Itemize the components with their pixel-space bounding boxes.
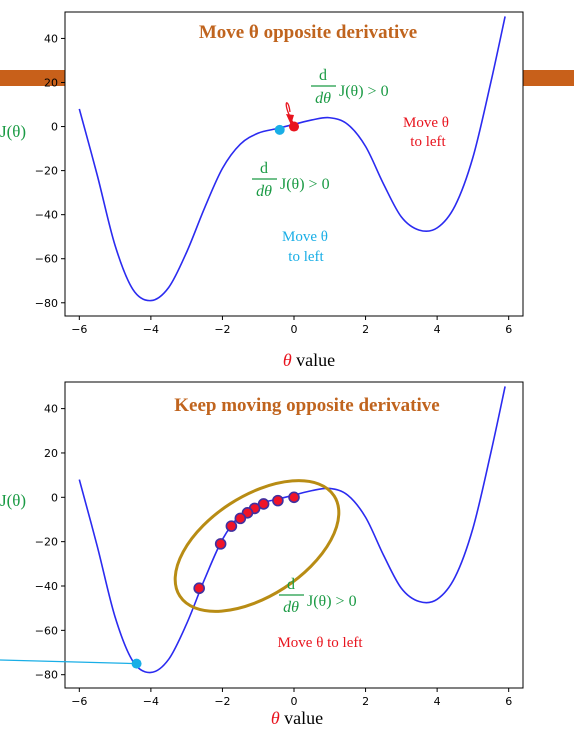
deriv-upper-expr: J(θ) > 0	[339, 83, 389, 100]
y-tick-label: 20	[44, 76, 58, 89]
move-cyan-line2: to left	[288, 249, 324, 265]
x-axis-symbol-top: θ	[283, 350, 292, 370]
x-axis-label-bottom: θ value	[271, 708, 323, 728]
x-tick-label: −4	[143, 695, 159, 708]
data-point	[234, 512, 247, 525]
title-top-text: Move θ opposite derivative	[199, 22, 417, 43]
derivative-annotation-upper: d dθ J(θ) > 0	[311, 67, 389, 107]
x-tick-label: −6	[71, 323, 87, 336]
x-axis-label-top: θ value	[283, 350, 335, 370]
y-tick-label: −80	[35, 669, 58, 682]
x-tick-label: −2	[214, 323, 230, 336]
plot-area-top	[64, 11, 524, 317]
x-axis-text-top: value	[292, 350, 335, 370]
x-tick-label: 0	[291, 323, 298, 336]
x-tick-label: 2	[362, 695, 369, 708]
move-left-note-red: Move θ to left	[403, 115, 449, 150]
x-tick-label: 6	[505, 323, 512, 336]
deriv-bottom-den: dθ	[283, 599, 299, 616]
x-tick-label: 4	[434, 695, 441, 708]
derivative-annotation-middle: d dθ J(θ) > 0	[252, 160, 330, 200]
x-tick-label: 0	[291, 695, 298, 708]
data-point	[214, 538, 227, 550]
y-tick-label: 40	[44, 403, 58, 416]
data-points-bottom	[131, 491, 300, 669]
steps-highlight-ellipse	[173, 479, 341, 613]
data-point	[272, 494, 284, 507]
data-point	[193, 582, 205, 595]
x-tick-label: −6	[71, 695, 87, 708]
data-point	[288, 491, 300, 504]
data-point	[274, 124, 285, 135]
deriv-upper-num: d	[319, 67, 327, 84]
deriv-mid-den: dθ	[256, 183, 272, 200]
x-tick-label: 4	[434, 323, 441, 336]
derivative-annotation-bottom: d dθ J(θ) > 0	[279, 576, 357, 616]
x-tick-label: −2	[214, 695, 230, 708]
end-point	[131, 658, 142, 669]
y-tick-label: 0	[51, 491, 58, 504]
data-point	[225, 520, 238, 532]
y-tick-label: 20	[44, 447, 58, 460]
x-tick-label: −4	[143, 323, 159, 336]
deriv-bottom-num: d	[287, 576, 295, 593]
y-axis-label-top: J(θ)	[0, 122, 26, 141]
step-arrowhead	[286, 114, 294, 125]
move-red-line1: Move θ	[403, 115, 449, 131]
y-tick-label: 40	[44, 32, 58, 45]
move-left-note-bottom: Move θ to left	[277, 635, 363, 651]
deriv-mid-num: d	[260, 160, 268, 177]
chart-title-bottom: Keep moving opposite derivative	[174, 395, 439, 416]
y-tick-label: −60	[35, 624, 58, 637]
y-tick-label: −60	[35, 253, 58, 266]
x-axis-text-bottom: value	[280, 708, 323, 728]
x-tick-label: 2	[362, 323, 369, 336]
deriv-bottom-expr: J(θ) > 0	[307, 593, 357, 610]
move-cyan-line1: Move θ	[282, 229, 328, 245]
y-tick-label: −20	[35, 536, 58, 549]
deriv-upper-den: dθ	[315, 90, 331, 107]
y-axis-label-bottom: J(θ)	[0, 491, 26, 510]
data-points-top	[274, 121, 299, 135]
y-tick-label: −80	[35, 297, 58, 310]
move-left-note-cyan: Move θ to left	[282, 229, 328, 265]
move-red-line2: to left	[410, 134, 446, 150]
y-tick-label: −20	[35, 165, 58, 178]
data-point	[257, 498, 270, 510]
x-tick-label: 6	[505, 695, 512, 708]
data-point	[289, 121, 299, 132]
plot-area-bottom	[64, 381, 524, 689]
y-tick-label: 0	[51, 121, 58, 134]
deriv-mid-expr: J(θ) > 0	[280, 176, 330, 193]
x-axis-symbol-bottom: θ	[271, 708, 280, 728]
y-tick-label: −40	[35, 580, 58, 593]
end-point-connector	[0, 659, 137, 665]
chart-title-top: Move θ opposite derivative	[199, 22, 417, 43]
y-tick-label: −40	[35, 209, 58, 222]
